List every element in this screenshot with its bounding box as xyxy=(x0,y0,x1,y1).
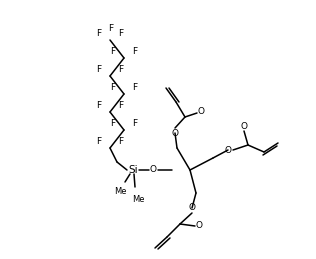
Text: O: O xyxy=(149,166,156,175)
Text: F: F xyxy=(118,28,124,38)
Text: F: F xyxy=(110,47,116,55)
Text: F: F xyxy=(118,64,124,74)
Text: F: F xyxy=(110,83,116,91)
Text: O: O xyxy=(198,106,204,116)
Text: F: F xyxy=(118,100,124,110)
Text: Me: Me xyxy=(132,195,144,204)
Text: O: O xyxy=(240,121,247,131)
Text: F: F xyxy=(96,136,101,146)
Text: F: F xyxy=(110,119,116,127)
Text: F: F xyxy=(96,28,101,38)
Text: O: O xyxy=(196,221,203,231)
Text: O: O xyxy=(224,146,232,155)
Text: F: F xyxy=(132,83,137,91)
Text: Me: Me xyxy=(114,188,126,197)
Text: F: F xyxy=(96,64,101,74)
Text: F: F xyxy=(132,47,137,55)
Text: O: O xyxy=(172,128,179,138)
Text: Si: Si xyxy=(128,165,138,175)
Text: F: F xyxy=(108,24,113,32)
Text: F: F xyxy=(132,119,137,127)
Text: F: F xyxy=(118,136,124,146)
Text: O: O xyxy=(189,204,196,212)
Text: F: F xyxy=(96,100,101,110)
